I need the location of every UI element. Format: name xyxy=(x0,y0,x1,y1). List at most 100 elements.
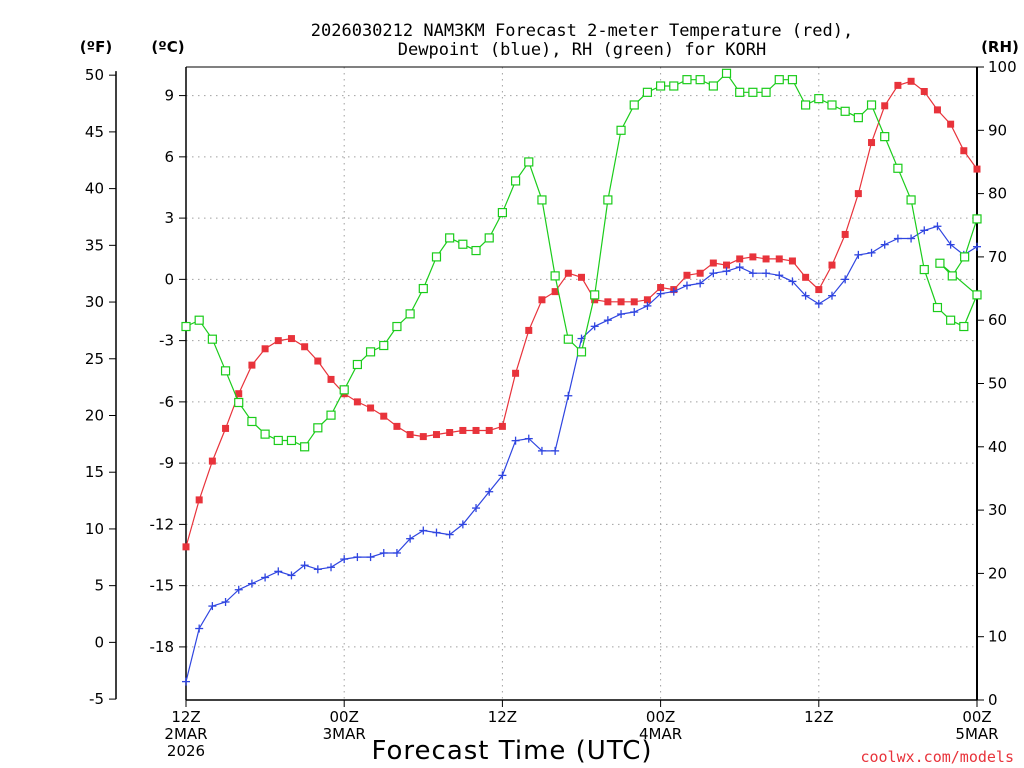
rh-point xyxy=(946,315,956,325)
2-meter-temperature-point xyxy=(881,102,889,110)
dewpoint-point xyxy=(392,548,401,557)
celsius-tick-label: -6 xyxy=(159,393,174,411)
dewpoint-point xyxy=(406,534,415,543)
rh-tick-label: 50 xyxy=(988,375,1007,393)
celsius-tick-label: -9 xyxy=(159,454,174,472)
2-meter-temperature-point xyxy=(762,255,770,263)
dewpoint-point xyxy=(340,555,349,564)
dewpoint-point xyxy=(801,291,810,300)
2-meter-temperature-point xyxy=(301,343,309,351)
fahrenheit-tick-label: 30 xyxy=(85,293,104,311)
2-meter-temperature-point xyxy=(248,361,256,369)
rh-point xyxy=(827,100,837,110)
2-meter-temperature-point xyxy=(512,369,520,377)
dewpoint-point xyxy=(933,222,942,231)
rh-point xyxy=(510,176,521,186)
rh-point xyxy=(471,245,481,256)
dewpoint-point xyxy=(551,446,560,455)
x-tick-label: 2MAR xyxy=(164,725,207,743)
2-meter-temperature-point xyxy=(261,345,269,353)
2-meter-temperature-point xyxy=(314,357,322,365)
rh-point xyxy=(642,87,653,97)
dewpoint-point xyxy=(630,308,639,317)
rh-point xyxy=(866,100,877,110)
dewpoint-point xyxy=(617,310,626,319)
2-meter-temperature-point xyxy=(960,147,968,155)
x-tick-label: 12Z xyxy=(171,708,200,726)
rh-point xyxy=(537,195,547,205)
2-meter-temperature-point xyxy=(709,259,717,267)
2-meter-temperature-point xyxy=(723,261,731,269)
2-meter-temperature-point xyxy=(643,296,651,304)
rh-tick-label: 20 xyxy=(988,564,1007,582)
dewpoint-line xyxy=(185,225,978,682)
rh-point xyxy=(972,214,982,224)
2-meter-temperature-point xyxy=(630,298,638,306)
celsius-tick-label: -12 xyxy=(150,515,175,533)
celsius-tick-label: -18 xyxy=(150,638,175,656)
rh-point xyxy=(814,94,824,104)
rh-point xyxy=(972,290,982,300)
celsius-tick-label: 3 xyxy=(164,209,174,227)
rh-point xyxy=(682,75,692,85)
2-meter-temperature-line xyxy=(185,80,978,548)
dewpoint-point xyxy=(498,471,507,480)
x-tick-label: 00Z xyxy=(646,708,675,726)
rh-tick-label: 90 xyxy=(988,121,1007,139)
2-meter-temperature-point xyxy=(498,422,506,430)
dewpoint-point xyxy=(735,263,744,272)
rh-point xyxy=(774,75,784,85)
dewpoint-point xyxy=(762,269,771,278)
dewpoint-point xyxy=(274,567,283,576)
rh-point xyxy=(300,442,310,452)
celsius-tick-label: 6 xyxy=(164,148,174,166)
dewpoint-point xyxy=(261,573,270,582)
2-meter-temperature-point xyxy=(868,139,876,147)
dewpoint-point xyxy=(788,277,797,286)
2-meter-temperature-point xyxy=(920,88,928,96)
dewpoint-point xyxy=(511,436,520,445)
rh-point xyxy=(708,81,718,91)
rh-point xyxy=(234,397,244,408)
dewpoint-point xyxy=(748,269,757,278)
dewpoint-point xyxy=(973,242,981,251)
2-meter-temperature-point xyxy=(907,77,915,85)
dewpoint-point xyxy=(682,281,691,290)
dewpoint-point xyxy=(419,526,428,535)
dewpoint-point xyxy=(696,279,705,288)
rh-point xyxy=(748,87,758,97)
2-meter-temperature-point xyxy=(459,426,467,434)
rh-point xyxy=(935,258,945,268)
rh-point xyxy=(550,271,560,281)
dewpoint-point xyxy=(234,585,243,594)
rh-point xyxy=(590,290,600,300)
dewpoint-point xyxy=(247,579,256,588)
2-meter-temperature-point xyxy=(432,431,440,439)
rh-point xyxy=(616,125,626,135)
dewpoint-point xyxy=(907,234,916,243)
rh-point xyxy=(919,264,929,275)
2-meter-temperature-point xyxy=(406,431,414,439)
2-meter-temperature-point xyxy=(578,273,585,281)
dewpoint-point xyxy=(379,548,388,557)
rh-point xyxy=(365,347,376,357)
rh-point xyxy=(761,87,771,97)
dewpoint-point xyxy=(458,520,467,529)
chart-title-line-2: Dewpoint (blue), RH (green) for KORH xyxy=(398,40,766,60)
chart-title-line-1: 2026030212 NAM3KM Forecast 2-meter Tempe… xyxy=(311,21,853,41)
2-meter-temperature-point xyxy=(947,120,955,128)
rh-point xyxy=(286,435,297,446)
credit-text[interactable]: coolwx.com/models xyxy=(860,748,1014,766)
rh-point xyxy=(445,233,455,243)
2-meter-temperature-point xyxy=(933,106,941,114)
fahrenheit-tick-label: -5 xyxy=(89,690,104,708)
fahrenheit-tick-label: 15 xyxy=(85,463,104,481)
2-meter-temperature-point xyxy=(617,298,625,306)
dewpoint-point xyxy=(221,597,230,606)
celsius-tick-label: 0 xyxy=(164,270,174,288)
gridlines xyxy=(186,67,977,700)
rh-point xyxy=(893,163,903,173)
dewpoint-point xyxy=(814,299,823,308)
